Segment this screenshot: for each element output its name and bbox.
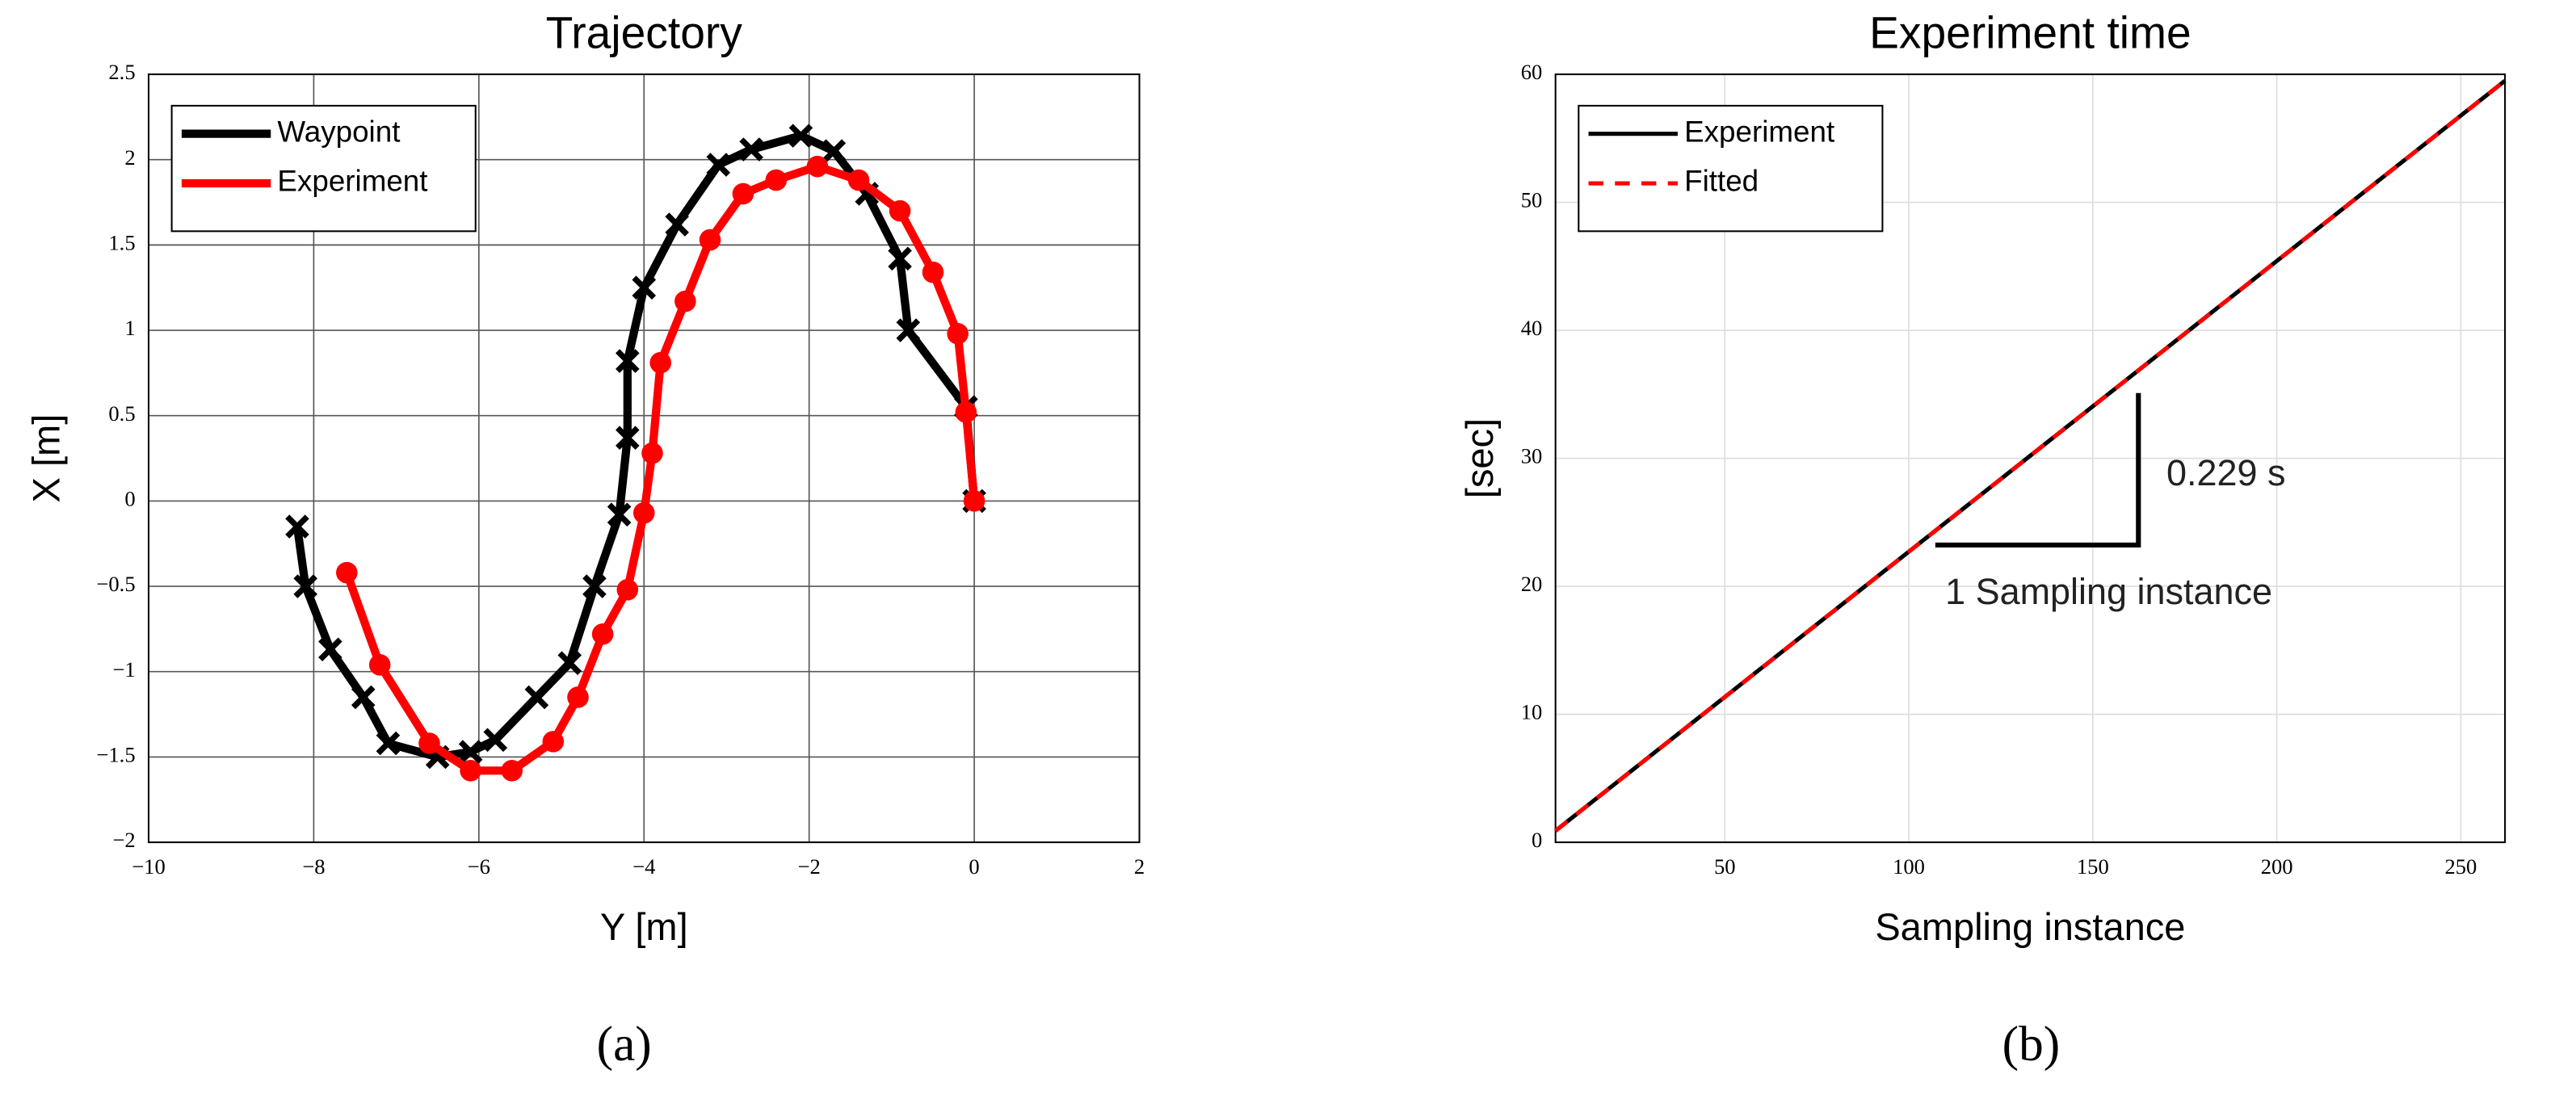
y-tick-label: 2.5 — [108, 60, 135, 84]
y-tick-label: 50 — [1521, 188, 1543, 212]
point-marker — [418, 732, 440, 754]
point-marker — [632, 275, 657, 300]
legend-box — [170, 104, 477, 233]
y-tick-label: 1.5 — [108, 230, 135, 254]
point-marker — [665, 212, 689, 237]
point-marker — [318, 637, 342, 662]
data-line — [1554, 78, 2507, 833]
y-tick-label: 30 — [1521, 444, 1543, 468]
point-marker — [699, 229, 721, 251]
point-marker — [582, 574, 607, 598]
point-marker — [765, 169, 788, 191]
point-marker — [616, 349, 640, 373]
point-marker — [922, 261, 944, 283]
point-marker — [607, 502, 632, 527]
point-marker — [557, 651, 582, 675]
point-marker — [542, 731, 565, 753]
point-marker — [739, 137, 763, 162]
point-marker — [285, 514, 309, 539]
x-tick-label: −2 — [798, 854, 821, 879]
legend-label: Experiment — [1684, 115, 1834, 148]
legend-box — [1578, 104, 1884, 233]
x-axis-label: Y [m] — [600, 905, 688, 948]
y-tick-label: 10 — [1521, 700, 1543, 724]
y-tick-label: −1.5 — [96, 742, 135, 766]
point-marker — [616, 578, 639, 601]
annotation: 0.229 s — [2166, 452, 2285, 493]
point-marker — [888, 246, 912, 271]
slope-triangle — [1935, 392, 2141, 548]
point-marker — [706, 153, 731, 177]
point-marker — [567, 686, 589, 708]
legend-label: Experiment — [277, 165, 427, 198]
point-marker — [458, 740, 483, 764]
point-marker — [376, 731, 401, 756]
point-marker — [955, 401, 977, 423]
x-tick-label: −4 — [632, 854, 655, 879]
x-tick-label: 2 — [1134, 854, 1145, 879]
y-tick-label: 60 — [1521, 60, 1543, 84]
y-axis-label: X [m] — [25, 414, 68, 503]
slope-annotation: 0.229 s 1 Sampling instance — [1935, 392, 2286, 612]
point-marker — [822, 139, 847, 163]
plot-frame — [147, 73, 1141, 844]
point-marker — [896, 318, 921, 342]
point-marker — [524, 685, 549, 710]
subfigure-label: (a) — [597, 1017, 652, 1072]
point-marker — [649, 351, 671, 374]
subfigure-label: (b) — [2002, 1017, 2060, 1072]
x-tick-label: 50 — [1714, 854, 1736, 879]
point-marker — [591, 623, 614, 645]
y-tick-label: −0.5 — [96, 572, 135, 596]
point-marker — [732, 182, 754, 205]
point-marker — [483, 728, 508, 753]
x-tick-label: 200 — [2261, 854, 2293, 879]
point-marker — [336, 561, 358, 584]
chart-title: Trajectory — [546, 8, 743, 58]
plot-frame — [1554, 73, 2507, 844]
point-marker — [351, 685, 376, 710]
point-marker — [616, 426, 640, 450]
y-tick-label: 40 — [1521, 316, 1543, 340]
y-axis-label: [sec] — [1458, 418, 1501, 498]
point-marker — [501, 760, 523, 782]
point-marker — [847, 169, 870, 191]
x-tick-label: 100 — [1893, 854, 1925, 879]
x-tick-label: −8 — [302, 854, 325, 879]
y-tick-label: 1 — [124, 316, 135, 340]
point-marker — [889, 199, 911, 222]
point-marker — [632, 501, 655, 524]
point-marker — [293, 574, 317, 598]
x-tick-label: −10 — [132, 854, 166, 879]
legend-label: Fitted — [1684, 165, 1759, 198]
x-tick-label: 250 — [2444, 854, 2477, 879]
panel: 50 100 150 200 250 0 10 20 30 40 50 60 Experiment ti… — [1458, 8, 2507, 1072]
point-marker — [674, 290, 696, 313]
y-tick-label: 20 — [1521, 572, 1543, 596]
point-marker — [641, 442, 663, 464]
point-marker — [788, 124, 813, 148]
y-tick-label: 2 — [124, 145, 135, 170]
x-axis-label: Sampling instance — [1875, 905, 2185, 948]
point-marker — [368, 653, 391, 676]
annotation: 1 Sampling instance — [1945, 571, 2272, 612]
y-tick-label: 0 — [1532, 828, 1542, 852]
y-tick-label: 0.5 — [108, 401, 135, 426]
legend-label: Waypoint — [277, 115, 400, 148]
x-tick-label: 0 — [969, 854, 979, 879]
y-tick-label: −2 — [112, 828, 135, 852]
x-tick-label: 150 — [2077, 854, 2109, 879]
chart-title: Experiment time — [1869, 8, 2191, 58]
point-marker — [963, 490, 985, 512]
point-marker — [460, 760, 481, 782]
point-marker — [806, 155, 829, 178]
panel: −10 −8 −6 −4 −2 0 2 −2 −1.5 −1 −0.5 0 0.5 1 1.5 2 2.5 Tra… — [25, 8, 1145, 1072]
point-marker — [947, 322, 969, 345]
y-tick-label: −1 — [112, 657, 135, 682]
y-tick-label: 0 — [124, 486, 135, 510]
x-tick-label: −6 — [468, 854, 490, 879]
